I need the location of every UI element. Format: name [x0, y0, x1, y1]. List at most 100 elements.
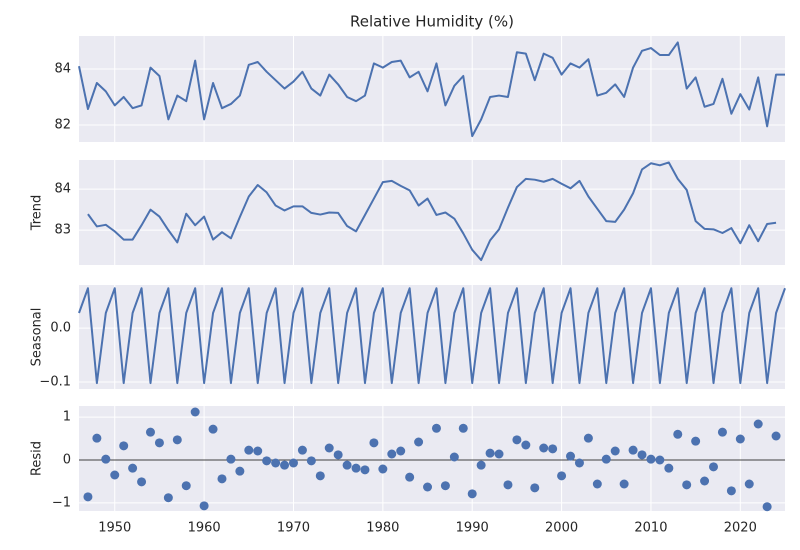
x-tick-label: 1950 — [98, 521, 131, 536]
y-tick-label: 84 — [54, 182, 71, 197]
data-line — [78, 41, 785, 138]
resid-point — [583, 433, 593, 443]
y-axis-label: Seasonal — [30, 308, 45, 367]
resid-point — [297, 445, 307, 455]
resid-point — [458, 423, 468, 433]
resid-point — [92, 433, 102, 443]
resid-point — [485, 448, 495, 458]
resid-point — [110, 470, 120, 480]
data-line — [78, 287, 786, 385]
resid-point — [288, 458, 298, 468]
resid-point — [735, 434, 745, 444]
y-axis-label: Resid — [30, 441, 45, 476]
plot-background — [79, 406, 785, 511]
resid-point — [235, 466, 245, 476]
plot-background — [79, 160, 785, 265]
resid-point — [253, 446, 263, 456]
y-tick-label: −1 — [52, 495, 71, 510]
resid-point — [449, 452, 459, 462]
resid-point — [744, 479, 754, 489]
x-tick-label: 1990 — [456, 521, 489, 536]
resid-point — [610, 446, 620, 456]
resid-point — [673, 429, 683, 439]
resid-point — [324, 443, 334, 453]
chart-title: Relative Humidity (%) — [350, 13, 514, 31]
resid-point — [637, 450, 647, 460]
resid-point — [199, 501, 209, 511]
resid-point — [512, 435, 522, 445]
resid-point — [119, 441, 129, 451]
resid-point — [414, 437, 424, 447]
resid-point — [566, 451, 576, 461]
resid-point — [387, 449, 397, 459]
resid-point — [244, 445, 254, 455]
resid-point — [217, 474, 227, 484]
resid-point — [306, 456, 316, 466]
resid-point — [709, 462, 719, 472]
resid-point — [753, 419, 763, 429]
resid-point — [467, 489, 477, 499]
y-tick-label: −0.1 — [39, 374, 71, 389]
resid-point — [530, 483, 540, 493]
y-tick-label: 1 — [63, 410, 71, 425]
resid-point — [360, 465, 370, 475]
y-tick-label: 84 — [54, 62, 71, 77]
resid-point — [369, 438, 379, 448]
plot-background — [79, 36, 785, 142]
resid-point — [548, 444, 558, 454]
x-tick-label: 1960 — [188, 521, 221, 536]
resid-point — [351, 463, 361, 473]
x-tick-label: 2010 — [634, 521, 667, 536]
resid-point — [280, 460, 290, 470]
resid-point — [154, 438, 164, 448]
resid-point — [208, 424, 218, 434]
resid-point — [655, 455, 665, 465]
resid-point — [163, 493, 173, 503]
resid-point — [619, 479, 629, 489]
resid-point — [423, 482, 433, 492]
resid-point — [592, 479, 602, 489]
resid-point — [333, 450, 343, 460]
resid-point — [396, 446, 406, 456]
x-tick-label: 1980 — [366, 521, 399, 536]
resid-point — [190, 407, 200, 417]
resid-point — [405, 472, 415, 482]
resid-point — [342, 460, 352, 470]
resid-point — [682, 480, 692, 490]
resid-point — [271, 458, 281, 468]
resid-point — [431, 423, 441, 433]
resid-point — [494, 449, 504, 459]
resid-point — [83, 492, 93, 502]
resid-point — [181, 481, 191, 491]
resid-point — [378, 464, 388, 474]
resid-point — [226, 454, 236, 464]
resid-point — [557, 471, 567, 481]
resid-point — [539, 443, 549, 453]
resid-point — [726, 486, 736, 496]
resid-point — [137, 477, 147, 487]
y-tick-label: 0.0 — [50, 321, 71, 336]
resid-point — [262, 456, 272, 466]
resid-point — [646, 454, 656, 464]
resid-point — [521, 440, 531, 450]
resid-point — [771, 431, 781, 441]
resid-point — [762, 502, 772, 512]
resid-point — [440, 481, 450, 491]
resid-point — [172, 435, 182, 445]
y-tick-label: 82 — [54, 117, 71, 132]
resid-point — [315, 471, 325, 481]
y-axis-label: Trend — [30, 195, 45, 232]
resid-point — [700, 476, 710, 486]
resid-point — [664, 463, 674, 473]
resid-point — [476, 460, 486, 470]
x-tick-label: 1970 — [277, 521, 310, 536]
resid-point — [691, 436, 701, 446]
resid-point — [101, 454, 111, 464]
resid-point — [574, 458, 584, 468]
x-tick-label: 2000 — [545, 521, 578, 536]
resid-point — [601, 454, 611, 464]
x-tick-label: 2020 — [724, 521, 757, 536]
resid-point — [128, 463, 138, 473]
